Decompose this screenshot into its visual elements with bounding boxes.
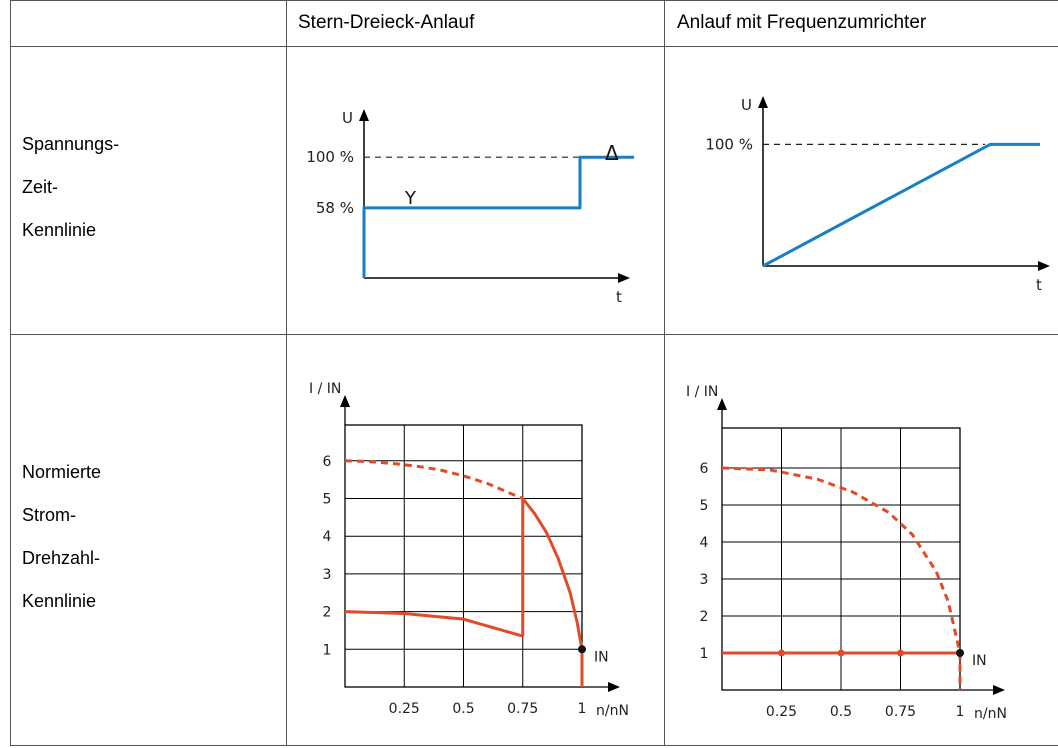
y-tick-label: 6: [700, 461, 709, 477]
x-tick-label: 1: [578, 701, 587, 717]
table-border-left: [10, 0, 11, 746]
row-label-current-speed: Normierte Strom- Drehzahl- Kennlinie: [22, 451, 101, 623]
rated-point-marker: [956, 649, 964, 657]
y-tick-label: 5: [323, 492, 332, 508]
table-border-col1: [286, 0, 287, 746]
y-tick-label: 58 %: [316, 199, 354, 217]
y-axis-label: I / IN: [686, 384, 718, 400]
x-tick-label: 0.25: [766, 704, 797, 720]
y-axis-arrow-icon: [340, 395, 350, 407]
delta-marker: Δ: [605, 141, 619, 165]
current-grid-marker: [897, 649, 904, 657]
y-tick-label: 6: [323, 454, 332, 470]
y-axis-label: I / IN: [309, 381, 341, 397]
x-tick-label: 0.25: [389, 701, 420, 717]
x-axis-label: t: [616, 288, 622, 306]
table-border-bottom: [10, 745, 1058, 746]
y-axis-label: U: [741, 96, 752, 114]
voltage-series-line: [362, 155, 634, 278]
x-axis-label: t: [1036, 276, 1042, 294]
row-label-line: Spannungs-: [22, 134, 120, 154]
y-tick-label: 4: [323, 529, 332, 545]
rated-current-label: IN: [594, 649, 609, 665]
current-series-solid: [344, 610, 524, 638]
x-axis-arrow-icon: [618, 273, 630, 283]
y-axis-arrow-icon: [359, 109, 369, 121]
table-border-row: [10, 334, 1058, 335]
current-series-solid: [521, 497, 584, 687]
y-tick-label: 100 %: [705, 135, 753, 153]
row-label-line: Zeit-: [22, 177, 58, 197]
y-tick-label: 5: [700, 498, 709, 514]
y-tick-label: 4: [700, 535, 709, 551]
y-tick-label: 100 %: [306, 148, 354, 166]
x-tick-label: 0.75: [885, 704, 916, 720]
current-grid-marker: [778, 649, 785, 657]
x-axis-arrow-icon: [1038, 261, 1050, 271]
current-grid-marker: [837, 649, 845, 657]
row-label-line: Drehzahl-: [22, 548, 101, 568]
y-tick-label: 2: [323, 605, 332, 621]
x-axis-arrow-icon: [993, 685, 1005, 695]
row-label-line: Strom-: [22, 505, 76, 525]
star-marker: Y: [404, 188, 417, 209]
table-border-top: [10, 0, 1058, 1]
x-axis-label: n/nN: [974, 706, 1007, 722]
x-tick-label: 0.5: [452, 701, 474, 717]
row-label-voltage-time: Spannungs- Zeit- Kennlinie: [22, 123, 119, 252]
rated-current-label: IN: [972, 653, 987, 669]
current-series-dashed: [344, 459, 524, 500]
col-header-frequency-converter: Anlauf mit Frequenzumrichter: [677, 12, 927, 33]
col-header-star-delta: Stern-Dreieck-Anlauf: [298, 12, 475, 33]
x-tick-label: 1: [956, 704, 965, 720]
voltage-series-line: [762, 142, 1040, 268]
y-tick-label: 3: [323, 567, 332, 583]
y-axis-arrow-icon: [758, 96, 768, 108]
rated-point-marker: [578, 645, 586, 654]
row-label-line: Kennlinie: [22, 220, 97, 240]
y-tick-label: 3: [700, 572, 709, 588]
y-tick-label: 1: [700, 646, 709, 662]
y-axis-arrow-icon: [717, 398, 727, 410]
x-tick-label: 0.75: [507, 701, 538, 717]
y-tick-label: 2: [700, 609, 709, 625]
row-label-line: Normierte: [22, 462, 102, 482]
y-axis-label: U: [342, 109, 353, 127]
table-border-col2: [664, 0, 665, 746]
x-axis-arrow-icon: [608, 682, 620, 692]
x-axis-label: n/nN: [596, 703, 629, 719]
x-tick-label: 0.5: [830, 704, 852, 720]
table-border-header: [10, 46, 1058, 47]
row-label-line: Kennlinie: [22, 591, 97, 611]
y-tick-label: 1: [323, 642, 332, 658]
